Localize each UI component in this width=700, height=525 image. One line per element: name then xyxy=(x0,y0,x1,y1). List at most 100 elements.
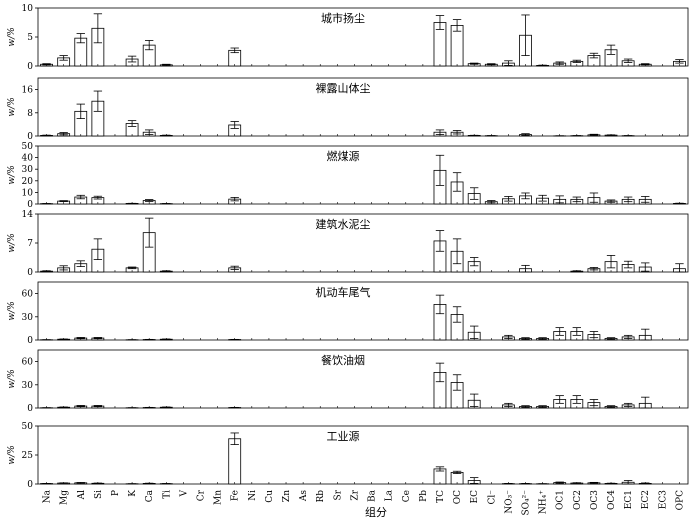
bar-Fe xyxy=(228,438,242,485)
x-tick-label-28: SO₄²⁻ xyxy=(522,490,532,516)
panel-frame xyxy=(37,77,689,137)
panel-5: 0 30 60 w/% 餐饮油烟 xyxy=(7,349,689,414)
x-tick-label-11: Fe xyxy=(231,490,241,501)
x-tick-label-27: NO₃⁻ xyxy=(504,490,514,514)
x-tick-label-23: TC xyxy=(436,490,446,503)
panel-frame xyxy=(37,425,689,485)
error-bar-EC xyxy=(469,257,479,267)
x-tick-label-37: OPC xyxy=(675,490,685,510)
x-tick-label-1: Mg xyxy=(60,490,70,505)
x-tick-label-6: Ca xyxy=(145,489,155,502)
error-bar-OC xyxy=(452,306,462,323)
x-tick-label-29: NH₄⁺ xyxy=(539,490,549,514)
x-tick-label-3: Si xyxy=(94,490,104,499)
error-bar-Ca xyxy=(144,199,154,202)
error-bar-Si xyxy=(93,238,103,260)
error-bar-Mg xyxy=(59,55,68,61)
error-bar-TC xyxy=(435,154,445,186)
x-tick-label-30: OC1 xyxy=(556,490,566,510)
x-tick-label-36: EC3 xyxy=(658,490,668,509)
error-bar-OC xyxy=(452,19,462,32)
panel-title: 建筑水泥尘 xyxy=(316,217,371,231)
y-tick-label: 30 xyxy=(22,381,34,391)
error-bar-Ca xyxy=(144,217,154,248)
x-tick-label-32: OC3 xyxy=(590,490,600,510)
error-bar-EC1 xyxy=(623,260,633,269)
y-axis-label: w/% xyxy=(7,301,17,320)
x-tick-label-31: OC2 xyxy=(573,490,583,510)
x-tick-label-8: V xyxy=(179,490,189,498)
y-tick-label: 0 xyxy=(27,200,33,210)
y-tick-label: 0 xyxy=(27,480,33,490)
panels-group: 0510w/%城市扬尘0816w/%裸露山体尘01020304050w/%燃煤源… xyxy=(7,4,689,490)
error-bar-OC xyxy=(452,470,462,474)
error-bar-OC1 xyxy=(555,327,564,336)
x-tick-label-16: Rb xyxy=(316,490,326,503)
panel-title: 机动车尾气 xyxy=(316,285,371,299)
y-tick-label: 10 xyxy=(22,188,34,198)
error-bar-OC2 xyxy=(572,395,582,404)
y-tick-label: 0 xyxy=(27,268,33,278)
error-bar-Ca xyxy=(144,40,154,51)
x-tick-label-18: Zr xyxy=(350,489,360,500)
x-axis-label: 组分 xyxy=(365,505,387,519)
error-bar-EC1 xyxy=(623,58,633,63)
error-bar-SO₄²⁻ xyxy=(521,14,530,56)
panel-frame xyxy=(37,281,689,341)
x-tick-label-20: La xyxy=(385,489,395,501)
error-bar-K xyxy=(127,266,137,270)
x-tick-label-2: Al xyxy=(77,490,87,500)
y-tick-label: 0 xyxy=(27,404,33,414)
error-bar-Fe xyxy=(230,265,239,270)
error-bar-Fe xyxy=(230,196,239,202)
error-bar-Al xyxy=(76,194,85,200)
y-tick-label: 40 xyxy=(22,154,34,164)
panel-4: 0 30 60 w/% 机动车尾气 xyxy=(7,281,689,346)
y-axis-label: w/% xyxy=(7,369,17,388)
x-tick-label-9: Cr xyxy=(197,489,207,501)
x-tick-label-14: Zn xyxy=(282,490,292,502)
error-bar-TC xyxy=(435,294,445,315)
error-bar-Fe xyxy=(230,47,239,54)
error-bar-OC xyxy=(452,130,462,135)
x-tick-label-21: Ce xyxy=(402,490,412,502)
error-bar-SO₄²⁻ xyxy=(521,192,530,200)
y-axis-label: w/% xyxy=(7,233,17,252)
error-bar-NH₄⁺ xyxy=(538,194,547,202)
x-tick-label-13: Cu xyxy=(265,490,275,503)
y-tick-label: 0 xyxy=(27,62,33,72)
error-bar-Si xyxy=(93,90,103,112)
x-tick-label-22: Pb xyxy=(419,490,429,502)
x-tick-label-5: K xyxy=(128,490,138,497)
error-bar-TC xyxy=(435,362,445,383)
error-bar-Mg xyxy=(59,200,68,202)
x-tick-label-7: Ti xyxy=(162,490,172,499)
y-axis-label: w/% xyxy=(7,27,17,46)
error-bar-Mg xyxy=(59,265,68,271)
error-bar-Al xyxy=(76,260,85,268)
x-tick-label-34: EC1 xyxy=(624,490,634,509)
error-bar-TC xyxy=(435,15,445,30)
error-bar-OC3 xyxy=(589,331,599,339)
y-tick-label: 7 xyxy=(27,239,33,249)
y-tick-label: 10 xyxy=(22,4,34,14)
panel-frame xyxy=(37,349,689,409)
y-tick-label: 60 xyxy=(22,358,34,368)
error-bar-OC3 xyxy=(589,399,599,407)
panel-title: 餐饮油烟 xyxy=(321,353,365,367)
x-tick-label-24: OC xyxy=(453,490,463,504)
x-tick-label-10: Mn xyxy=(214,490,224,505)
error-bar-OPC xyxy=(675,59,684,64)
x-tick-labels: Na Mg Al Si P K Ca Ti V Cr Mn Fe Ni Cu Zn As Rb Sr Zr Ba La C… xyxy=(43,489,686,515)
y-tick-label: 16 xyxy=(22,86,34,96)
error-bar-Fe xyxy=(230,432,239,445)
panel-frame xyxy=(37,145,689,205)
error-bar-TC xyxy=(435,230,445,252)
y-tick-label: 14 xyxy=(22,210,34,220)
error-bar-OC3 xyxy=(589,267,599,271)
error-bar-Al xyxy=(76,33,85,44)
panel-title: 城市扬尘 xyxy=(321,11,365,25)
error-bar-OC4 xyxy=(606,255,616,269)
y-tick-label: 60 xyxy=(22,290,34,300)
